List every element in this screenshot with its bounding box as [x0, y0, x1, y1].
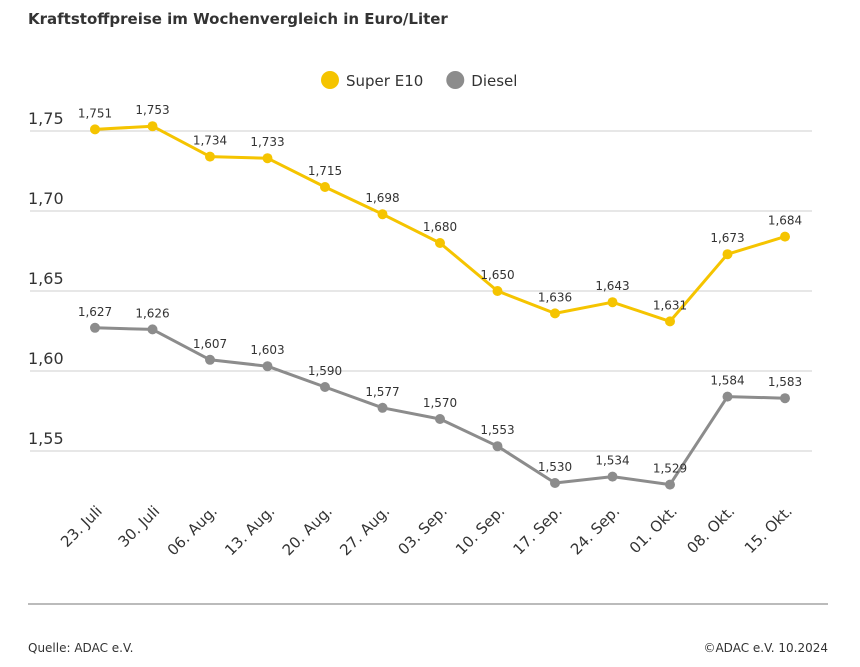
- x-tick-label: 24. Sep.: [567, 502, 623, 558]
- data-point: [665, 316, 675, 327]
- data-label: 1,636: [538, 290, 572, 304]
- data-label: 1,627: [78, 305, 112, 319]
- data-point: [435, 238, 445, 248]
- y-tick-label: 1,60: [28, 349, 64, 368]
- data-label: 1,530: [538, 460, 572, 474]
- data-label: 1,734: [193, 134, 227, 148]
- data-label: 1,631: [653, 298, 687, 312]
- data-point: [722, 391, 733, 402]
- legend-swatch: [446, 71, 465, 89]
- data-label: 1,570: [423, 396, 457, 410]
- data-point: [262, 361, 273, 372]
- data-point: [492, 441, 503, 452]
- data-point: [607, 471, 618, 482]
- x-tick-label: 15. Okt.: [741, 502, 796, 557]
- data-point: [377, 209, 388, 220]
- data-label: 1,698: [365, 191, 399, 205]
- data-label: 1,584: [710, 374, 744, 388]
- chart-title: Kraftstoffpreise im Wochenvergleich in E…: [28, 10, 448, 28]
- y-tick-label: 1,70: [28, 189, 64, 208]
- data-label: 1,684: [768, 214, 802, 228]
- data-label: 1,590: [308, 364, 342, 378]
- data-label: 1,529: [653, 462, 687, 476]
- data-point: [205, 354, 215, 365]
- x-tick-label: 13. Aug.: [221, 502, 278, 559]
- data-point: [262, 153, 273, 164]
- data-point: [320, 182, 330, 192]
- data-point: [607, 297, 618, 308]
- data-point: [377, 402, 388, 413]
- data-label: 1,577: [365, 385, 399, 399]
- data-label: 1,753: [135, 103, 169, 117]
- data-point: [147, 121, 158, 132]
- copyright: ©ADAC e.V. 10.2024: [703, 641, 828, 655]
- legend-label: Super E10: [346, 72, 423, 90]
- data-label: 1,680: [423, 220, 457, 234]
- x-tick-label: 03. Sep.: [394, 502, 450, 558]
- data-point: [320, 382, 330, 392]
- x-tick-label: 27. Aug.: [336, 502, 393, 559]
- data-label: 1,733: [250, 135, 284, 149]
- data-label: 1,607: [193, 337, 227, 351]
- data-point: [435, 414, 445, 424]
- x-tick-label: 06. Aug.: [164, 502, 221, 559]
- data-point: [90, 322, 100, 333]
- data-point: [665, 479, 675, 490]
- data-point: [205, 151, 215, 162]
- data-point: [722, 249, 733, 260]
- x-tick-label: 10. Sep.: [452, 502, 508, 558]
- data-label: 1,603: [250, 343, 284, 357]
- data-label: 1,673: [710, 231, 744, 245]
- data-label: 1,643: [595, 279, 629, 293]
- data-label: 1,626: [135, 306, 169, 320]
- data-point: [550, 478, 560, 488]
- data-label: 1,534: [595, 454, 629, 468]
- x-tick-label: 17. Sep.: [509, 502, 565, 558]
- data-label: 1,751: [78, 106, 112, 120]
- data-label: 1,583: [768, 375, 802, 389]
- legend-label: Diesel: [471, 72, 517, 90]
- data-point: [147, 324, 158, 335]
- y-tick-label: 1,55: [28, 429, 64, 448]
- data-point: [780, 231, 790, 242]
- x-tick-label: 20. Aug.: [279, 502, 336, 559]
- data-point: [90, 124, 100, 135]
- x-tick-label: 30. Juli: [115, 502, 164, 551]
- data-point: [550, 308, 560, 319]
- legend-swatch: [321, 71, 339, 89]
- data-label: 1,650: [480, 268, 514, 282]
- x-tick-label: 08. Okt.: [683, 502, 738, 557]
- data-label: 1,553: [480, 423, 514, 437]
- x-tick-label: 23. Juli: [57, 502, 106, 551]
- y-tick-label: 1,75: [28, 109, 64, 128]
- data-label: 1,715: [308, 164, 342, 178]
- source: Quelle: ADAC e.V.: [28, 641, 133, 655]
- data-point: [492, 286, 503, 296]
- y-tick-label: 1,65: [28, 269, 64, 288]
- data-point: [780, 393, 790, 404]
- x-tick-label: 01. Okt.: [626, 502, 681, 557]
